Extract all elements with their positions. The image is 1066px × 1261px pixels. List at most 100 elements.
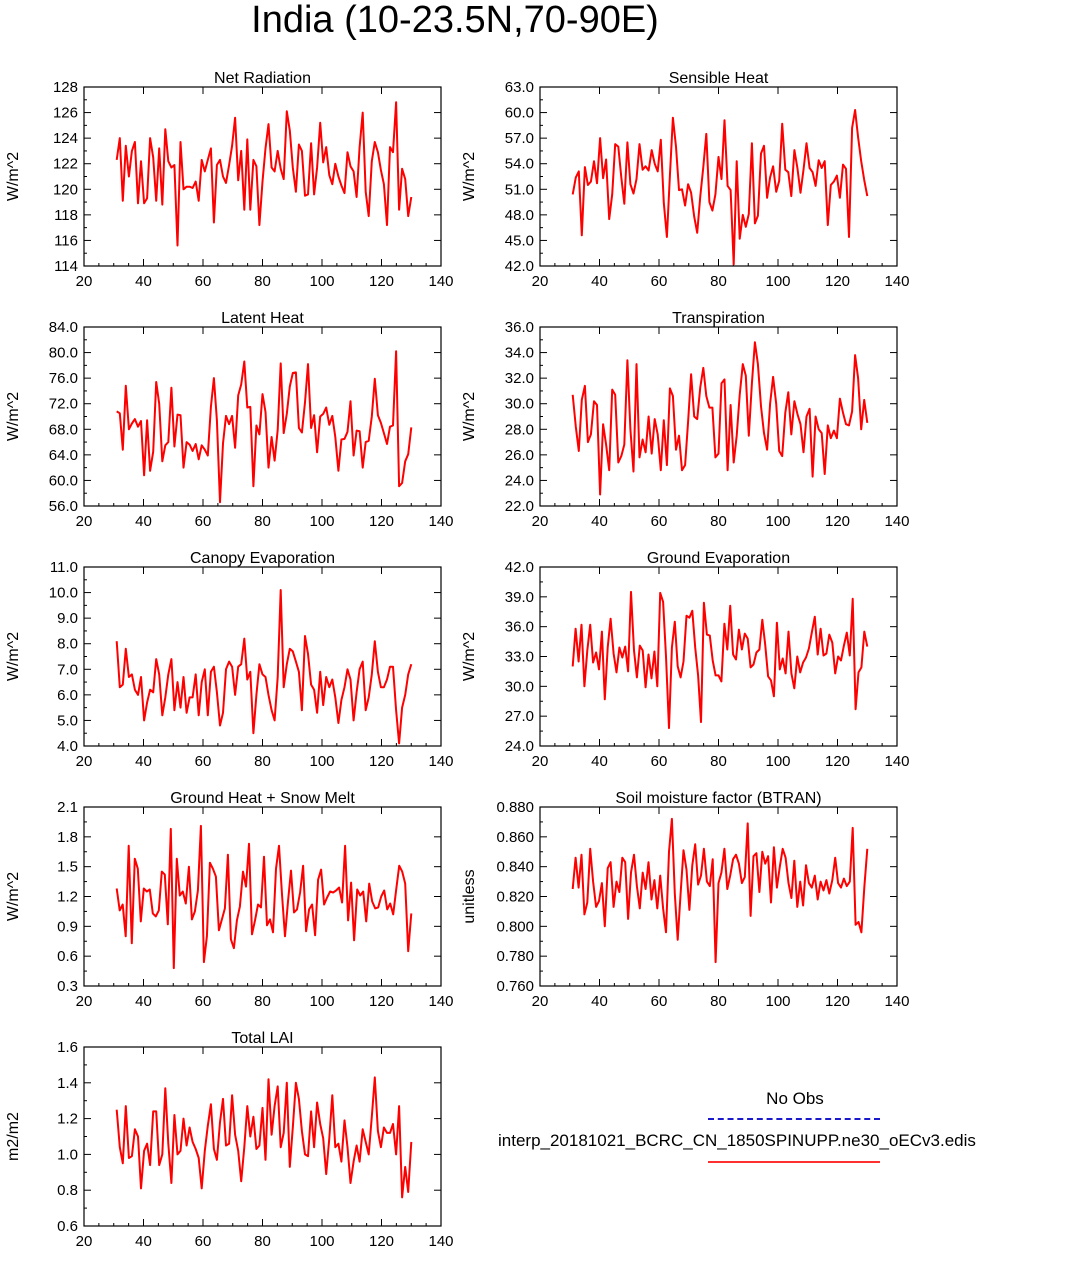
panel-2-xtick-label: 80 — [254, 513, 271, 530]
panel-6-ytick-label: 1.8 — [57, 829, 78, 846]
panel-5-xtick-label: 120 — [825, 753, 850, 770]
panel-1-ytick-label: 57.0 — [505, 130, 534, 147]
panel-2-frame — [83, 326, 442, 507]
panel-2-xtick-label: 100 — [309, 513, 334, 530]
panel-7-xtick-label: 60 — [651, 993, 668, 1010]
panel-3-ytick-label: 36.0 — [505, 319, 534, 336]
panel-2-ytick-label: 68.0 — [49, 421, 78, 438]
panel-3-xtick-label: 80 — [710, 513, 727, 530]
legend-obs-line — [708, 1118, 880, 1120]
panel-1-xtick-label: 80 — [710, 273, 727, 290]
panel-3-ytick-label: 34.0 — [505, 345, 534, 362]
panel-7-xtick-label: 100 — [765, 993, 790, 1010]
panel-4-ytick-label: 9.0 — [57, 610, 78, 627]
panel-0-xtick-label: 120 — [369, 273, 394, 290]
panel-6-ytick-label: 0.6 — [57, 948, 78, 965]
panel-7-ytick-label: 0.780 — [496, 948, 534, 965]
panel-2-ytick-label: 76.0 — [49, 370, 78, 387]
panel-3-ytick-label: 26.0 — [505, 447, 534, 464]
panel-0-title: Net Radiation — [214, 70, 311, 87]
panel-3-xtick-label: 140 — [884, 513, 909, 530]
panel-8-title: Total LAI — [231, 1030, 293, 1047]
panel-8-xtick-label: 140 — [428, 1233, 453, 1250]
panel-0-xtick-label: 100 — [309, 273, 334, 290]
panel-2-ylabel: W/m^2 — [5, 392, 22, 441]
panel-1-ytick-label: 42.0 — [505, 258, 534, 275]
panel-5-series-line — [571, 590, 869, 730]
panel-8-xtick-label: 40 — [135, 1233, 152, 1250]
panel-5-xtick-label: 20 — [532, 753, 549, 770]
panel-8-ytick-label: 1.6 — [57, 1039, 78, 1056]
panel-4-frame — [83, 566, 442, 747]
panel-7-xtick-label: 80 — [710, 993, 727, 1010]
panel-0-ytick-label: 120 — [53, 181, 78, 198]
panel-8-xtick-label: 60 — [195, 1233, 212, 1250]
panel-5-ytick-label: 33.0 — [505, 649, 534, 666]
panel-2-xtick-label: 20 — [76, 513, 93, 530]
panel-0-ytick-label: 122 — [53, 156, 78, 173]
panel-0-xtick-label: 80 — [254, 273, 271, 290]
panel-5-ylabel: W/m^2 — [461, 632, 478, 681]
panel-8-ytick-label: 0.8 — [57, 1182, 78, 1199]
panel-2-ytick-label: 60.0 — [49, 472, 78, 489]
panel-8-ytick-label: 1.2 — [57, 1111, 78, 1128]
panel-3-ytick-label: 32.0 — [505, 370, 534, 387]
panel-2-ytick-label: 72.0 — [49, 396, 78, 413]
panel-8-xtick-label: 80 — [254, 1233, 271, 1250]
panel-3-xtick-label: 120 — [825, 513, 850, 530]
panel-4-xtick-label: 60 — [195, 753, 212, 770]
panel-6-xtick-label: 20 — [76, 993, 93, 1010]
panel-8-xtick-label: 100 — [309, 1233, 334, 1250]
panel-1-ytick-label: 51.0 — [505, 181, 534, 198]
panel-6-ytick-label: 0.3 — [57, 978, 78, 995]
panel-0-xtick-label: 60 — [195, 273, 212, 290]
panel-5-title: Ground Evaporation — [647, 550, 790, 567]
legend-obs-label: No Obs — [766, 1089, 824, 1108]
panel-4-xtick-label: 20 — [76, 753, 93, 770]
panel-5-ytick-label: 27.0 — [505, 708, 534, 725]
panel-1-ytick-label: 48.0 — [505, 207, 534, 224]
panel-0-xtick-label: 40 — [135, 273, 152, 290]
panel-3-title: Transpiration — [672, 310, 765, 327]
panel-5-ytick-label: 36.0 — [505, 619, 534, 636]
figure-title: India (10-23.5N,70-90E) — [251, 0, 659, 41]
panel-0-ytick-label: 124 — [53, 130, 78, 147]
panel-6-series-line — [115, 824, 413, 970]
panel-4-ytick-label: 7.0 — [57, 661, 78, 678]
panel-4-ylabel: W/m^2 — [5, 632, 22, 681]
panel-2-xtick-label: 120 — [369, 513, 394, 530]
panel-2-ytick-label: 80.0 — [49, 345, 78, 362]
panel-4-xtick-label: 80 — [254, 753, 271, 770]
panel-2-ytick-label: 56.0 — [49, 498, 78, 515]
panel-2-ytick-label: 84.0 — [49, 319, 78, 336]
panel-1-ylabel: W/m^2 — [461, 152, 478, 201]
panel-6-xtick-label: 140 — [428, 993, 453, 1010]
panel-7-ytick-label: 0.880 — [496, 799, 534, 816]
panel-0-ytick-label: 116 — [54, 232, 78, 249]
panel-3-ytick-label: 22.0 — [505, 498, 534, 515]
panel-7-title: Soil moisture factor (BTRAN) — [615, 790, 821, 807]
panel-4-xtick-label: 100 — [309, 753, 334, 770]
panel-6-ytick-label: 0.9 — [57, 918, 78, 935]
panel-3-ytick-label: 28.0 — [505, 421, 534, 438]
panel-4-series-line — [115, 589, 413, 745]
panel-8-series-line — [115, 1076, 413, 1199]
panel-6-xtick-label: 120 — [369, 993, 394, 1010]
panel-4-xtick-label: 40 — [135, 753, 152, 770]
panel-8-xtick-label: 20 — [76, 1233, 93, 1250]
panel-5-xtick-label: 40 — [591, 753, 608, 770]
panel-4-xtick-label: 120 — [369, 753, 394, 770]
panel-1-xtick-label: 120 — [825, 273, 850, 290]
panel-8-ylabel: m2/m2 — [5, 1112, 22, 1161]
panel-2-xtick-label: 60 — [195, 513, 212, 530]
panel-5-xtick-label: 60 — [651, 753, 668, 770]
panel-1-ytick-label: 54.0 — [505, 156, 534, 173]
panel-7-ylabel: unitless — [461, 869, 478, 923]
panel-4-ytick-label: 5.0 — [57, 712, 78, 729]
panel-0-xtick-label: 20 — [76, 273, 93, 290]
panel-2-title: Latent Heat — [221, 310, 304, 327]
panel-5-xtick-label: 140 — [884, 753, 909, 770]
panel-0-ytick-label: 118 — [54, 207, 78, 224]
panel-1-xtick-label: 100 — [765, 273, 790, 290]
panel-7-ytick-label: 0.860 — [496, 829, 534, 846]
